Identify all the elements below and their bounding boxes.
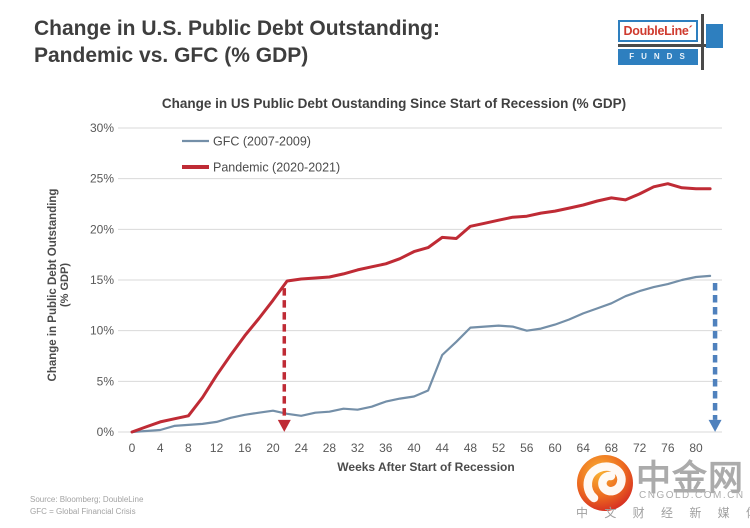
- y-tick-label-0: 0%: [97, 425, 115, 439]
- logo-vertical-rule: [701, 14, 704, 70]
- logo-blue-square: [706, 24, 723, 48]
- page-title-line2: Pandemic vs. GFC (% GDP): [34, 43, 309, 67]
- x-tick-label-8: 8: [185, 441, 192, 455]
- x-tick-label-36: 36: [379, 441, 393, 455]
- chart-title: Change in US Public Debt Oustanding Sinc…: [161, 96, 627, 111]
- y-tick-label-25: 25%: [90, 172, 114, 186]
- page-title: Change in U.S. Public Debt Outstanding: …: [34, 16, 574, 70]
- x-tick-label-72: 72: [633, 441, 647, 455]
- cngold-name: 中金网: [636, 459, 745, 498]
- x-axis-title: Weeks After Start of Recession: [337, 460, 515, 474]
- x-tick-label-4: 4: [157, 441, 164, 455]
- cngold-domain: CNGOLD.COM.CN: [639, 490, 745, 501]
- x-tick-label-0: 0: [129, 441, 136, 455]
- x-tick-label-16: 16: [238, 441, 252, 455]
- gfc-end-arrow-head: [708, 419, 722, 432]
- source-line1: Source: Bloomberg; DoubleLine: [30, 495, 144, 504]
- x-tick-label-68: 68: [605, 441, 619, 455]
- x-tick-label-12: 12: [210, 441, 224, 455]
- logo-funds-text: FUNDS: [618, 49, 698, 65]
- logo-horizontal-rule: [618, 44, 723, 47]
- x-tick-label-48: 48: [464, 441, 478, 455]
- x-tick-label-28: 28: [323, 441, 337, 455]
- x-tick-label-44: 44: [436, 441, 450, 455]
- x-tick-label-52: 52: [492, 441, 506, 455]
- source-line2: GFC = Global Financial Crisis: [30, 506, 136, 516]
- y-tick-label-20: 20%: [90, 222, 114, 236]
- series-line-gfc: [130, 274, 712, 434]
- y-tick-label-30: 30%: [90, 121, 114, 135]
- x-tick-label-32: 32: [351, 441, 365, 455]
- legend-label-pandemic: Pandemic (2020-2021): [213, 161, 340, 175]
- cngold-logo-icon: [577, 455, 633, 511]
- y-tick-label-15: 15%: [90, 273, 114, 287]
- source-note: Source: Bloomberg; DoubleLine GFC = Glob…: [30, 494, 143, 517]
- x-tick-label-64: 64: [577, 441, 591, 455]
- x-tick-label-60: 60: [548, 441, 562, 455]
- x-tick-label-56: 56: [520, 441, 534, 455]
- x-tick-label-76: 76: [661, 441, 675, 455]
- legend-label-gfc: GFC (2007-2009): [213, 135, 311, 149]
- y-tick-label-5: 5%: [97, 374, 115, 388]
- y-tick-label-10: 10%: [90, 324, 114, 338]
- x-tick-label-80: 80: [689, 441, 703, 455]
- pandemic-peak-arrow-head: [277, 419, 291, 432]
- x-tick-label-24: 24: [295, 441, 309, 455]
- page-title-line1: Change in U.S. Public Debt Outstanding:: [34, 17, 441, 40]
- x-tick-label-20: 20: [266, 441, 280, 455]
- x-tick-label-40: 40: [407, 441, 421, 455]
- cngold-watermark: 中金网 CNGOLD.COM.CN 中 文 财 经 新 媒 体: [574, 450, 750, 524]
- doubleline-logo: DoubleLine´ FUNDS: [618, 14, 726, 72]
- series-line-pandemic: [130, 182, 712, 434]
- logo-brand-text: DoubleLine´: [618, 20, 698, 42]
- cngold-tagline: 中 文 财 经 新 媒 体: [576, 506, 750, 520]
